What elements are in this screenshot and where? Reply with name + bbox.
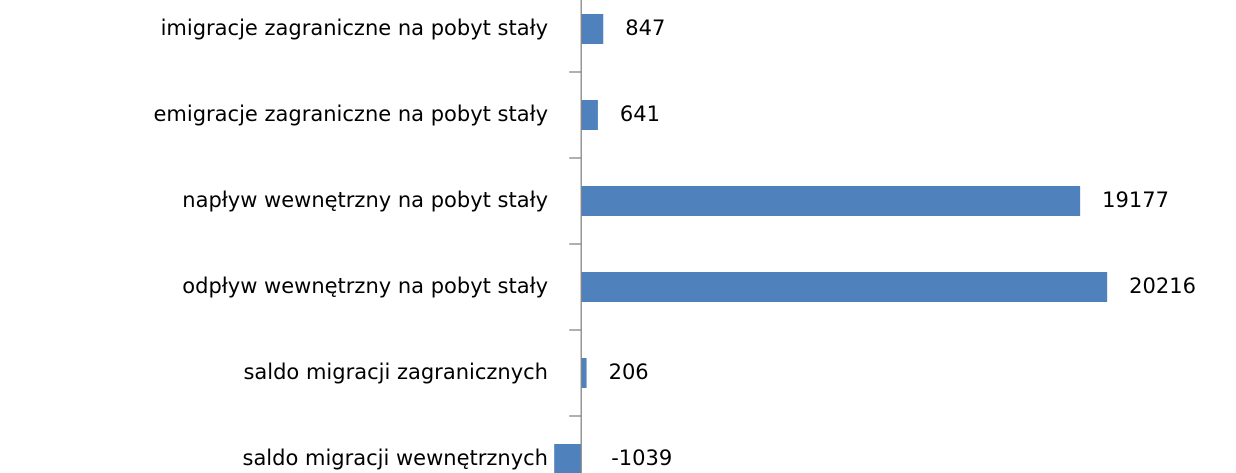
data-label: -1039: [611, 446, 672, 470]
bar: [554, 444, 582, 473]
data-label: 20216: [1129, 274, 1196, 298]
category-label: saldo migracji zagranicznych: [243, 360, 548, 384]
bar: [581, 272, 1108, 302]
bar: [581, 358, 587, 388]
category-label: imigracje zagraniczne na pobyt stały: [161, 16, 548, 40]
category-label: napływ wewnętrzny na pobyt stały: [182, 188, 548, 212]
category-label: emigracje zagraniczne na pobyt stały: [154, 102, 549, 126]
bar: [581, 100, 598, 130]
bar: [581, 14, 604, 44]
category-label: saldo migracji wewnętrznych: [243, 446, 549, 470]
category-label: odpływ wewnętrzny na pobyt stały: [182, 274, 548, 298]
data-label: 19177: [1102, 188, 1169, 212]
data-label: 847: [625, 16, 665, 40]
bar: [581, 186, 1081, 216]
data-label: 641: [620, 102, 660, 126]
data-label: 206: [609, 360, 649, 384]
